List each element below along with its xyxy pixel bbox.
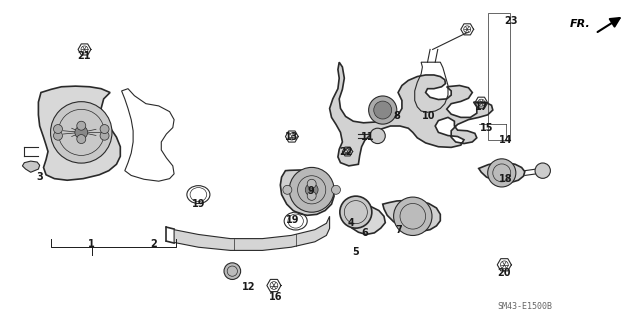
Circle shape [369, 96, 397, 124]
Polygon shape [479, 163, 525, 182]
Circle shape [488, 159, 516, 187]
Circle shape [100, 124, 109, 134]
Circle shape [340, 196, 372, 228]
Text: 12: 12 [241, 282, 255, 292]
Polygon shape [22, 161, 40, 172]
Polygon shape [330, 62, 493, 166]
Circle shape [77, 135, 86, 144]
Text: 22: 22 [339, 146, 353, 157]
Text: 1: 1 [88, 239, 95, 249]
Text: 23: 23 [504, 16, 518, 26]
Text: 10: 10 [422, 111, 436, 122]
Text: 11: 11 [361, 132, 375, 142]
Circle shape [307, 191, 316, 200]
Circle shape [307, 179, 316, 188]
Circle shape [54, 124, 63, 134]
Circle shape [305, 183, 318, 196]
Circle shape [54, 131, 63, 140]
Text: 8: 8 [394, 111, 400, 122]
Text: 9: 9 [307, 186, 314, 197]
Text: 14: 14 [499, 135, 513, 145]
Text: 6: 6 [362, 228, 368, 238]
Text: 19: 19 [191, 199, 205, 209]
Text: SM43-E1500B: SM43-E1500B [497, 302, 552, 311]
Text: 5: 5 [352, 247, 358, 257]
Text: 13: 13 [285, 132, 299, 142]
Circle shape [332, 185, 340, 194]
Polygon shape [383, 200, 440, 231]
Polygon shape [174, 216, 330, 250]
Text: 17: 17 [475, 102, 489, 112]
Text: 21: 21 [77, 51, 92, 61]
Text: FR.: FR. [570, 19, 590, 29]
Circle shape [100, 131, 109, 140]
Circle shape [289, 167, 334, 212]
Circle shape [224, 263, 241, 279]
Text: 15: 15 [479, 122, 493, 133]
Circle shape [283, 185, 292, 194]
Text: 18: 18 [499, 174, 513, 184]
Circle shape [394, 197, 432, 235]
Circle shape [51, 102, 112, 163]
Text: 7: 7 [396, 225, 402, 235]
Polygon shape [280, 170, 334, 215]
Text: 2: 2 [150, 239, 157, 249]
Polygon shape [38, 86, 120, 180]
Circle shape [374, 101, 392, 119]
Text: 19: 19 [286, 215, 300, 225]
Circle shape [535, 163, 550, 178]
Text: 16: 16 [268, 292, 282, 302]
Text: 20: 20 [497, 268, 511, 278]
Text: 4: 4 [348, 218, 354, 228]
Circle shape [370, 128, 385, 144]
Text: 3: 3 [36, 172, 43, 182]
Circle shape [77, 121, 86, 130]
Circle shape [75, 126, 88, 139]
Polygon shape [344, 205, 385, 234]
